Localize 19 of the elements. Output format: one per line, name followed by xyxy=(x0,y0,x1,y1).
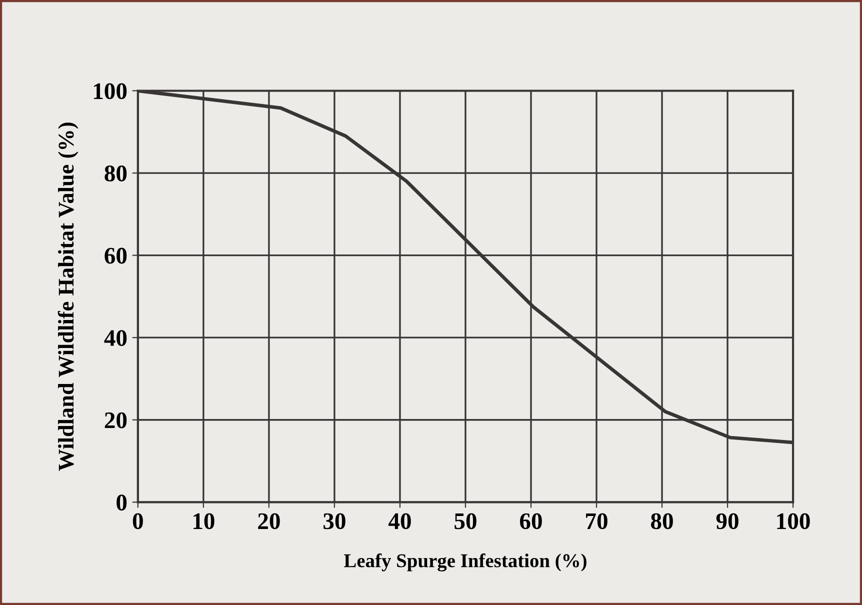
x-tick-label: 60 xyxy=(520,513,542,530)
x-axis-title: Leafy Spurge Infestation (%) xyxy=(344,553,586,572)
x-tick-label: 10 xyxy=(194,513,214,530)
x-tick-label: 30 xyxy=(324,513,346,530)
y-tick-label: 60 xyxy=(104,248,127,264)
y-tick-label: 0 xyxy=(116,494,127,511)
y-tick-label: 80 xyxy=(104,166,127,182)
y-axis-title: Wildland Wildlife Habitat Value (%) xyxy=(58,122,78,471)
x-tick-label: 90 xyxy=(716,513,738,530)
x-tick-label: 0 xyxy=(132,513,143,530)
x-tick-label: 20 xyxy=(258,513,280,530)
x-tick-label: 40 xyxy=(388,513,411,530)
y-tick-label: 100 xyxy=(94,83,127,100)
x-tick-label: 70 xyxy=(586,513,608,530)
y-tick-label: 20 xyxy=(104,412,127,428)
y-tick-label: 40 xyxy=(104,330,127,346)
x-tick-label: 100 xyxy=(777,513,810,530)
x-tick-label: 80 xyxy=(650,513,673,530)
x-tick-label: 50 xyxy=(454,513,476,530)
